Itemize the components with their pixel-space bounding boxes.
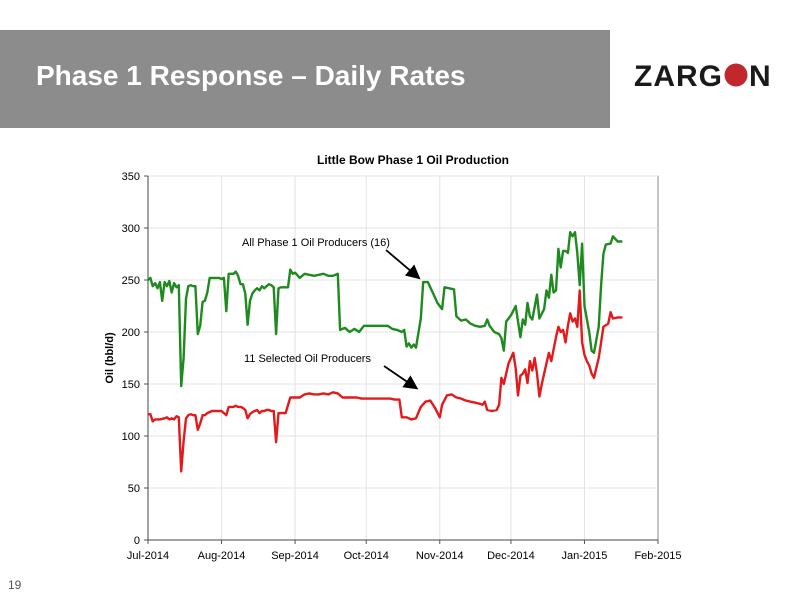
annotation-all-producers: All Phase 1 Oil Producers (16) — [242, 237, 390, 249]
y-axis-label: Oil (bbl/d) — [104, 332, 116, 384]
x-tick-label: Nov-2014 — [416, 550, 464, 562]
x-tick-label: Jul-2014 — [127, 550, 169, 562]
y-tick-label: 350 — [122, 171, 140, 183]
zargon-logo: ZARG N — [634, 60, 771, 93]
y-tick-label: 150 — [122, 379, 140, 391]
chart-title: Little Bow Phase 1 Oil Production — [317, 153, 509, 167]
x-tick-label: Oct-2014 — [344, 550, 389, 562]
oil-production-chart: 0 50 100 150 200 250 300 350 Jul-2014 Aug-2014 Sep… — [104, 153, 682, 562]
y-tick-label: 50 — [128, 483, 140, 495]
x-tick-label: Dec-2014 — [487, 550, 535, 562]
y-tick-label: 200 — [122, 327, 140, 339]
x-tick-label: Aug-2014 — [198, 550, 246, 562]
annotation-arrow-selected — [383, 365, 419, 390]
x-tick-label: Sep-2014 — [271, 550, 319, 562]
series-line-selected-producers — [148, 289, 623, 473]
y-tick-label: 300 — [122, 223, 140, 235]
x-tick-label: Feb-2015 — [634, 550, 681, 562]
y-tick-label: 100 — [122, 431, 140, 443]
page-title: Phase 1 Response – Daily Rates — [36, 60, 466, 91]
logo-red-circle — [724, 63, 748, 87]
series-line-all-producers — [147, 231, 623, 388]
annotation-selected-producers: 11 Selected Oil Producers — [244, 353, 371, 365]
page-number: 19 — [8, 578, 22, 592]
svg-text:ZARG: ZARG — [634, 60, 723, 93]
header-bar — [0, 30, 610, 128]
y-tick-label: 0 — [134, 535, 140, 547]
svg-text:N: N — [749, 60, 771, 93]
plot-area — [147, 175, 659, 541]
x-tick-label: Jan-2015 — [562, 550, 608, 562]
y-tick-label: 250 — [122, 275, 140, 287]
annotation-arrow-all — [385, 249, 421, 280]
